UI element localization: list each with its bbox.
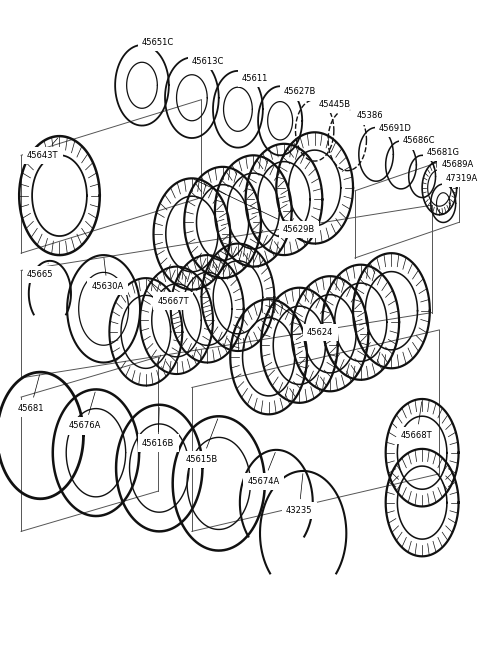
Text: 45629B: 45629B xyxy=(194,180,315,234)
Text: 45613C: 45613C xyxy=(192,57,224,66)
Text: 45386: 45386 xyxy=(350,110,384,121)
Text: 47319A: 47319A xyxy=(446,174,479,183)
Text: 45651C: 45651C xyxy=(142,37,174,47)
Text: 45616B: 45616B xyxy=(142,407,174,447)
Text: 45611: 45611 xyxy=(240,72,268,83)
Text: 45686C: 45686C xyxy=(403,136,435,146)
Text: 43235: 43235 xyxy=(286,474,312,515)
Text: 45627B: 45627B xyxy=(283,87,316,96)
Text: 45445B: 45445B xyxy=(317,100,350,109)
Text: 45689A: 45689A xyxy=(441,161,474,169)
Text: 45630A: 45630A xyxy=(91,258,123,291)
Text: 45643T: 45643T xyxy=(27,138,59,160)
Text: 45674A: 45674A xyxy=(248,453,280,486)
Text: 45615B: 45615B xyxy=(186,419,218,464)
Text: 45676A: 45676A xyxy=(69,392,101,430)
Text: 45681: 45681 xyxy=(17,375,44,413)
Text: 45668T: 45668T xyxy=(401,401,432,440)
Text: 45681G: 45681G xyxy=(422,148,460,157)
Text: 45691D: 45691D xyxy=(379,124,412,133)
Text: 45624: 45624 xyxy=(271,300,334,337)
Text: 45665: 45665 xyxy=(27,263,53,279)
Text: 45667T: 45667T xyxy=(148,280,189,306)
